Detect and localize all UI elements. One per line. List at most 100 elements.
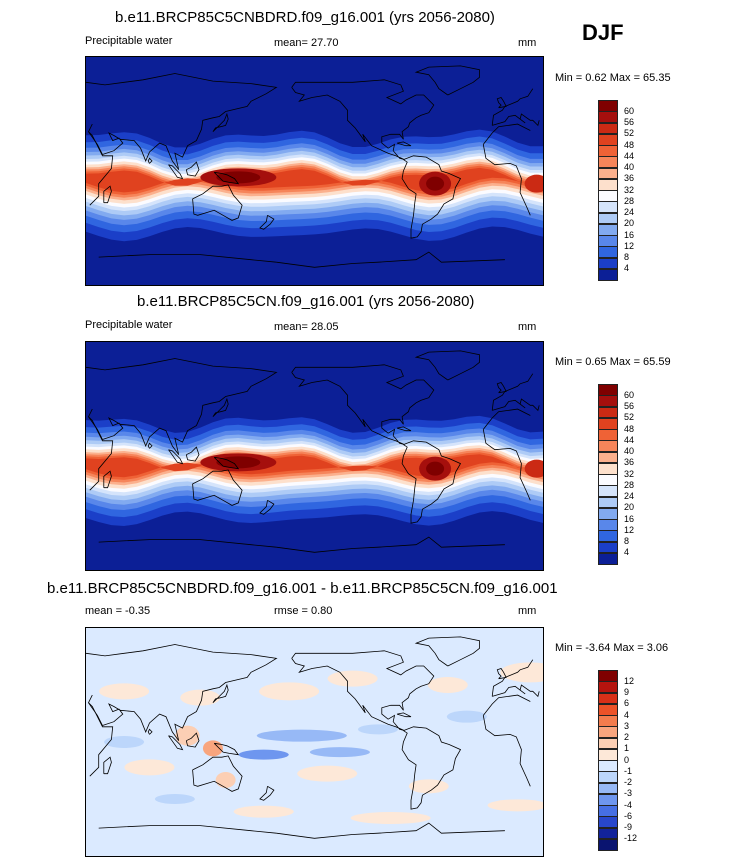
coastline: [291, 650, 435, 731]
contour-blob: [327, 670, 378, 687]
colorbar-tick-label: 52: [624, 128, 635, 139]
panel3-rmse-label: rmse = 0.80: [274, 605, 333, 617]
colorbar-swatch: [598, 771, 618, 783]
panel2-map: [85, 341, 544, 571]
contour-blob: [446, 710, 487, 723]
colorbar-swatch: [598, 760, 618, 772]
colorbar-tick-label: 40: [624, 162, 635, 172]
coastline: [192, 755, 243, 792]
coastline: [185, 161, 200, 177]
panel2-title: b.e11.BRCP85C5CN.f09_g16.001 (yrs 2056-2…: [137, 293, 475, 310]
coastline: [496, 668, 507, 680]
colorbar-tick-label: 8: [624, 536, 630, 546]
colorbar-swatch: [598, 726, 618, 738]
coastline: [98, 825, 277, 834]
contour-blob: [175, 725, 200, 746]
panel1-map: [85, 56, 544, 286]
colorbar-tick-label: 56: [624, 117, 635, 127]
coastline: [414, 636, 480, 667]
contour-maximum: [426, 461, 445, 476]
colorbar-swatch: [598, 715, 618, 727]
coastline: [276, 536, 505, 553]
coastline: [482, 408, 531, 430]
colorbar-swatch: [598, 703, 618, 716]
coastline: [213, 171, 240, 185]
coastline: [185, 732, 200, 748]
coastline: [98, 539, 277, 548]
colorbar-swatch: [598, 507, 618, 520]
panel2-units-label: mm: [518, 321, 537, 333]
coastline: [401, 440, 462, 524]
colorbar-swatch: [598, 156, 618, 168]
coastline: [276, 822, 505, 839]
coastline: [496, 97, 507, 109]
colorbar-tick-label: 28: [624, 479, 635, 490]
coastline: [212, 112, 229, 132]
colorbar-swatch: [598, 201, 618, 213]
colorbar-tick-label: 20: [624, 502, 635, 513]
coastline: [482, 123, 531, 145]
coastline: [103, 470, 112, 489]
colorbar-tick-label: 28: [624, 195, 635, 206]
colorbar-tick-label: 32: [624, 468, 635, 479]
colorbar-tick-label: 1: [624, 743, 630, 754]
colorbar-tick-label: 4: [624, 547, 630, 558]
colorbar-tick-label: 60: [624, 105, 635, 116]
colorbar-tick-label: 24: [624, 491, 635, 501]
colorbar-swatch: [598, 440, 618, 452]
coastline: [496, 382, 507, 394]
contour-blob: [500, 662, 543, 683]
colorbar-tick-label: -1: [624, 765, 633, 776]
coastline: [86, 644, 278, 741]
colorbar-tick-label: 44: [624, 150, 635, 161]
map-canvas: [86, 342, 543, 570]
contour-blob: [104, 736, 145, 748]
colorbar-swatch: [598, 268, 618, 281]
contour-blob: [256, 729, 347, 742]
colorbar-tick-label: 2: [624, 732, 630, 742]
colorbar-swatch: [598, 111, 618, 123]
panel1-minmax-label: Min = 0.62 Max = 65.35: [555, 72, 671, 84]
coastline: [259, 499, 275, 515]
colorbar-swatch: [598, 167, 618, 180]
contour-maximum: [426, 176, 445, 191]
colorbar-tick-label: 56: [624, 401, 635, 411]
contour-blob: [99, 683, 150, 700]
colorbar-tick-label: 6: [624, 698, 630, 709]
panel1-mean-label: mean= 27.70: [274, 37, 339, 49]
coastline: [168, 164, 184, 180]
contour-blob: [309, 747, 370, 758]
colorbar-swatch: [598, 793, 618, 806]
coastline: [396, 141, 412, 147]
panel3-minmax-label: Min = -3.64 Max = 3.06: [555, 642, 669, 654]
contour-maximum: [524, 459, 543, 478]
contour-blob: [215, 772, 236, 788]
colorbar-tick-label: 52: [624, 412, 635, 423]
colorbar-swatch: [598, 681, 618, 693]
colorbar-tick-label: -3: [624, 788, 633, 799]
colorbar-swatch: [598, 541, 618, 554]
colorbar-swatch: [598, 257, 618, 270]
map-canvas: [86, 628, 543, 856]
colorbar-tick-label: 0: [624, 754, 630, 765]
colorbar-swatch: [598, 212, 618, 225]
coastline: [259, 214, 275, 230]
coastline: [212, 683, 229, 703]
colorbar-tick-label: 3: [624, 720, 630, 731]
panel2-colorbar: 60 56 52 48 44 40 36 32 28 24 20 16 12 8 4: [598, 384, 648, 565]
colorbar-tick-label: -9: [624, 822, 633, 832]
contour-blob: [202, 740, 223, 757]
coastline: [98, 254, 277, 263]
coastline: [88, 702, 114, 777]
coastline: [185, 446, 200, 462]
colorbar-swatch: [598, 223, 618, 236]
colorbar-tick-label: 36: [624, 457, 635, 468]
coastline: [147, 442, 153, 449]
colorbar-tick-label: 60: [624, 389, 635, 400]
colorbar-tick-label: 44: [624, 434, 635, 445]
colorbar-tick-label: 16: [624, 513, 635, 524]
colorbar-swatch: [598, 474, 618, 486]
coastline: [401, 155, 462, 239]
panel1-title: b.e11.BRCP85C5CNBDRD.f09_g16.001 (yrs 20…: [115, 9, 495, 26]
coastline: [86, 73, 278, 170]
